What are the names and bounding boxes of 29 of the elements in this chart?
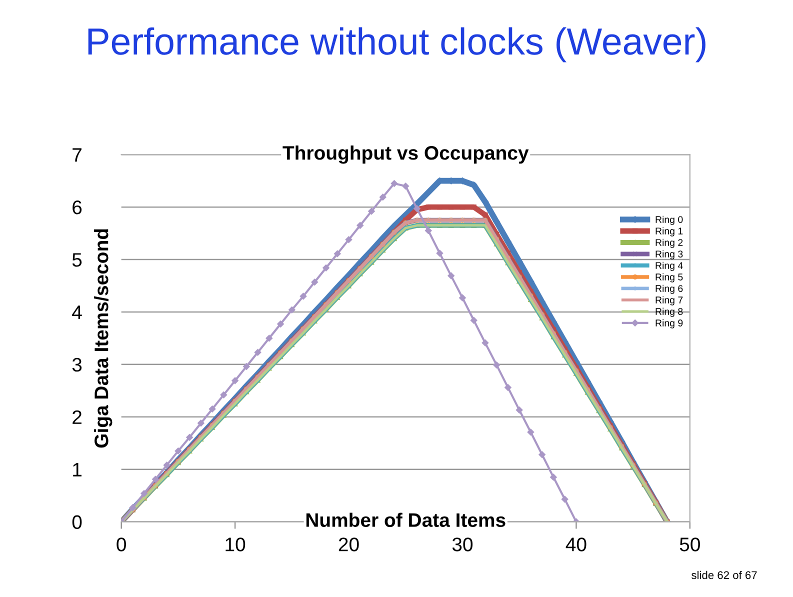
x-axis-title: Number of Data Items <box>306 512 506 527</box>
legend-label: Ring 2 <box>656 238 683 248</box>
legend-label: Ring 3 <box>656 250 683 260</box>
y-tick-label: 4 <box>72 306 82 320</box>
x-tick-label: 40 <box>566 538 586 552</box>
legend-label: Ring 1 <box>656 227 683 236</box>
legend-label: Ring 6 <box>656 284 683 294</box>
legend-label: Ring 0 <box>656 216 683 225</box>
y-tick-label: 3 <box>72 358 82 372</box>
y-tick-label: 7 <box>72 148 82 162</box>
x-tick-label: 20 <box>338 538 359 552</box>
y-axis-title: Giga Data Items/second <box>94 229 112 448</box>
x-tick-label: 30 <box>452 538 473 552</box>
x-tick-label: 10 <box>226 538 246 552</box>
chart-subtitle: Performance without clocks (Weaver) <box>88 27 706 62</box>
chart-title: Throughput vs Occupancy <box>282 146 529 164</box>
y-tick-label: 1 <box>73 462 82 476</box>
legend-label: Ring 8 <box>656 308 683 317</box>
x-tick-label: 50 <box>680 538 700 552</box>
y-tick-label: 5 <box>72 253 82 267</box>
legend-label: Ring 7 <box>656 296 683 306</box>
y-tick-label: 2 <box>72 410 82 424</box>
text: slide 62 of 67 <box>692 570 757 580</box>
y-tick-label: 6 <box>72 200 82 214</box>
legend-label: Ring 5 <box>656 273 683 282</box>
legend-label: Ring 4 <box>656 262 683 271</box>
legend-label: Ring 9 <box>656 319 683 328</box>
y-tick-label: 0 <box>72 515 82 530</box>
x-tick-label: 0 <box>116 538 126 552</box>
